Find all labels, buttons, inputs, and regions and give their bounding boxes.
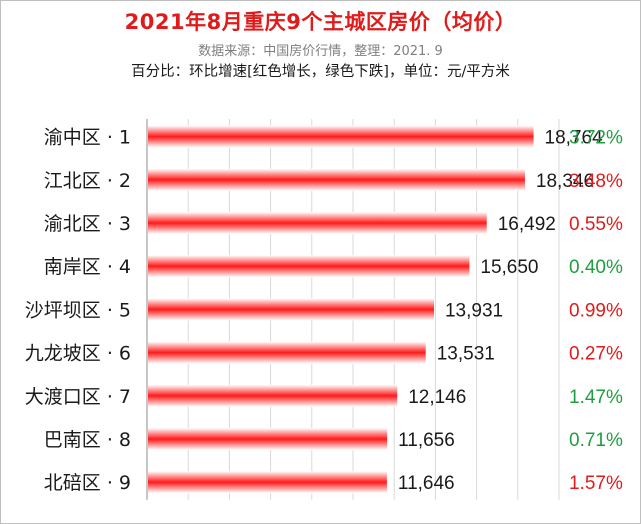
change-label: 0.71%	[569, 430, 623, 451]
category-label: 大渡口区 · 7	[25, 386, 131, 408]
category-label: 九龙坡区 · 6	[25, 343, 131, 365]
data-source: 数据来源：中国房价行情，整理：2021. 9	[198, 44, 443, 59]
value-label: 15,650	[480, 257, 538, 278]
bar	[148, 471, 387, 494]
chart-title: 2021年8月重庆9个主城区房价（均价）	[124, 10, 517, 34]
value-label: 11,656	[398, 430, 455, 451]
bar	[148, 341, 426, 364]
change-label: 0.99%	[569, 300, 623, 321]
change-label: 0.27%	[569, 344, 623, 365]
value-label: 13,931	[445, 300, 503, 321]
change-label: 1.47%	[569, 387, 623, 408]
category-label: 江北区 · 2	[44, 170, 131, 192]
change-label: 3.48%	[569, 171, 623, 192]
value-label: 18,346	[536, 171, 594, 192]
category-label: 北碚区 · 9	[44, 472, 131, 494]
bar	[148, 125, 534, 148]
value-label: 12,146	[408, 387, 466, 408]
category-label: 巴南区 · 8	[44, 429, 131, 451]
category-label: 渝中区 · 1	[44, 127, 131, 149]
bar	[148, 298, 434, 321]
value-label: 13,531	[437, 344, 495, 365]
category-label: 渝北区 · 3	[44, 213, 131, 235]
change-label: 0.40%	[569, 257, 623, 278]
bars	[148, 125, 534, 494]
value-label: 18,764	[545, 128, 604, 149]
value-label: 11,646	[398, 473, 455, 494]
change-label: 0.55%	[569, 214, 623, 235]
bar	[148, 428, 388, 450]
bar	[148, 384, 398, 407]
category-label: 南岸区 · 4	[44, 256, 131, 278]
bar	[148, 168, 525, 191]
value-label: 16,492	[498, 214, 556, 235]
bar	[148, 255, 470, 278]
change-label: 3.72%	[569, 128, 623, 149]
chart-note: 百分比：环比增速[红色增长，绿色下跌]，单位：元/平方米	[131, 64, 510, 80]
category-label: 沙坪坝区 · 5	[25, 299, 131, 321]
bar	[148, 212, 487, 234]
change-label: 1.57%	[569, 473, 623, 494]
